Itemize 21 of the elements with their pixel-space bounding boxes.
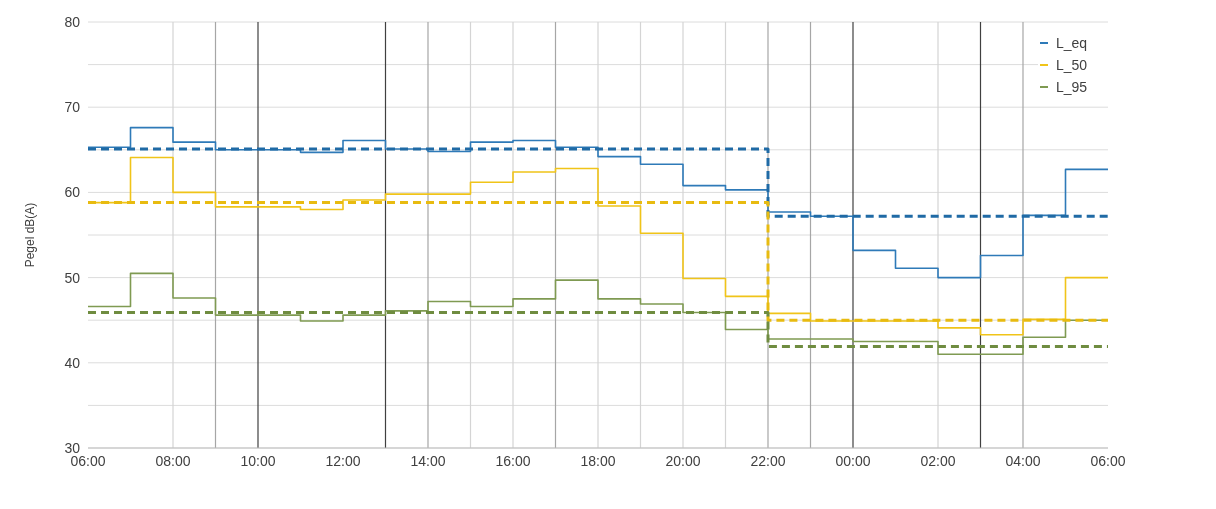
x-tick-label: 14:00	[410, 452, 446, 469]
x-tick-label: 18:00	[580, 452, 616, 469]
x-tick-label: 10:00	[240, 452, 276, 469]
x-tick-label: 04:00	[1005, 452, 1041, 469]
y-tick-label: 60	[64, 184, 81, 201]
y-axis-title: Pegel dB(A)	[23, 202, 38, 268]
y-tick-label: 50	[64, 269, 81, 286]
legend-label: L_eq	[1056, 34, 1088, 53]
y-tick-label: 80	[64, 13, 81, 30]
y-tick-label: 70	[64, 99, 81, 116]
legend-label: L_95	[1056, 78, 1088, 97]
x-tick-label: 00:00	[835, 452, 871, 469]
x-tick-label: 22:00	[750, 452, 786, 469]
x-tick-label: 02:00	[920, 452, 956, 469]
x-tick-label: 12:00	[325, 452, 361, 469]
x-tick-label: 16:00	[495, 452, 531, 469]
x-tick-label: 06:00	[1090, 452, 1126, 469]
x-tick-label: 08:00	[155, 452, 191, 469]
y-tick-label: 40	[64, 354, 81, 371]
x-tick-label: 20:00	[665, 452, 701, 469]
legend-label: L_50	[1056, 56, 1088, 75]
